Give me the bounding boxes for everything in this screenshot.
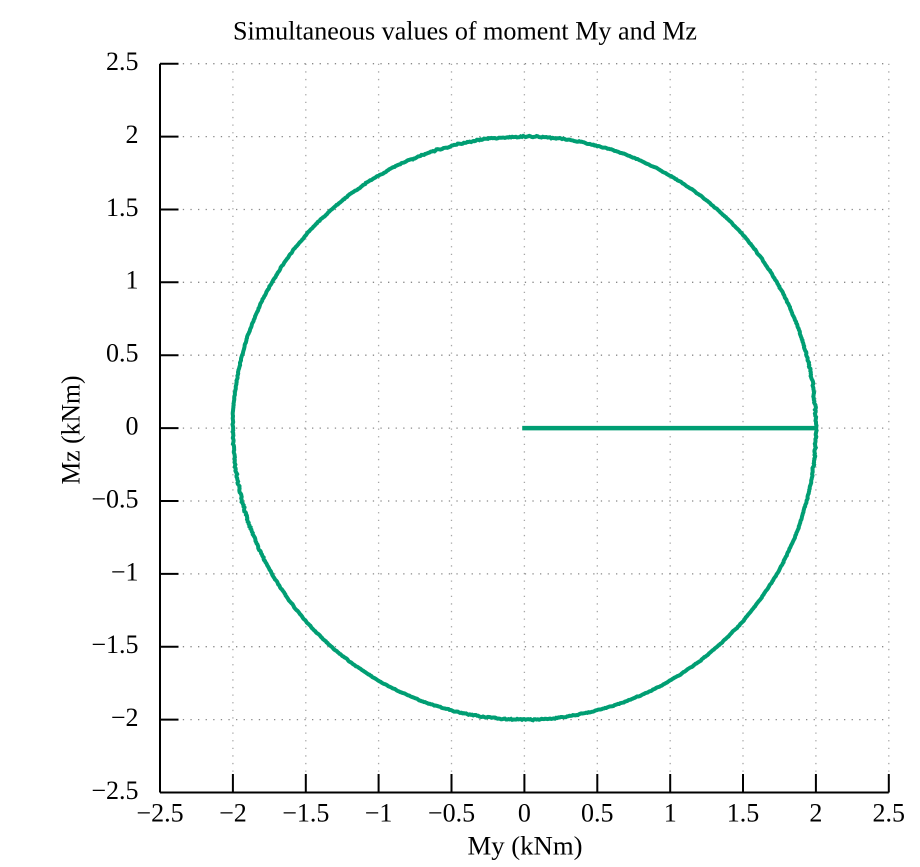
svg-text:−2.5: −2.5 bbox=[136, 799, 183, 828]
svg-text:Mz (kNm): Mz (kNm) bbox=[57, 376, 86, 485]
svg-text:−1: −1 bbox=[365, 799, 393, 828]
svg-text:−0.5: −0.5 bbox=[91, 484, 138, 513]
svg-text:−0.5: −0.5 bbox=[428, 799, 475, 828]
svg-text:1: 1 bbox=[126, 266, 139, 295]
svg-text:2.5: 2.5 bbox=[873, 799, 906, 828]
svg-text:1.5: 1.5 bbox=[106, 193, 139, 222]
svg-text:−2: −2 bbox=[219, 799, 247, 828]
svg-text:0: 0 bbox=[518, 799, 531, 828]
svg-text:Simultaneous values of moment: Simultaneous values of moment My and Mz bbox=[233, 17, 697, 46]
svg-text:−2: −2 bbox=[111, 703, 139, 732]
svg-text:−1: −1 bbox=[111, 557, 139, 586]
svg-text:2: 2 bbox=[809, 799, 822, 828]
svg-text:My (kNm): My (kNm) bbox=[468, 832, 583, 861]
svg-text:0: 0 bbox=[126, 412, 139, 441]
svg-text:1: 1 bbox=[664, 799, 677, 828]
svg-text:−2.5: −2.5 bbox=[91, 776, 138, 805]
svg-text:2: 2 bbox=[126, 120, 139, 149]
svg-text:1.5: 1.5 bbox=[727, 799, 760, 828]
svg-text:−1.5: −1.5 bbox=[282, 799, 329, 828]
svg-text:0.5: 0.5 bbox=[581, 799, 614, 828]
svg-text:2.5: 2.5 bbox=[106, 47, 139, 76]
svg-text:0.5: 0.5 bbox=[106, 339, 139, 368]
svg-text:−1.5: −1.5 bbox=[91, 630, 138, 659]
